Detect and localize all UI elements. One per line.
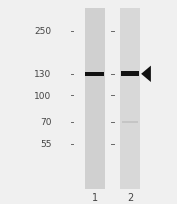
Text: 2: 2 [127,192,133,202]
Text: 1: 1 [92,192,98,202]
Text: 250: 250 [34,27,51,36]
Polygon shape [141,66,151,83]
Bar [122,121,138,124]
Text: 55: 55 [40,139,51,148]
Text: 70: 70 [40,118,51,127]
Bar [85,72,104,77]
Bar [85,9,105,189]
Text: 100: 100 [34,91,51,100]
Text: 130: 130 [34,70,51,79]
Bar [120,9,140,189]
Bar [121,72,139,77]
